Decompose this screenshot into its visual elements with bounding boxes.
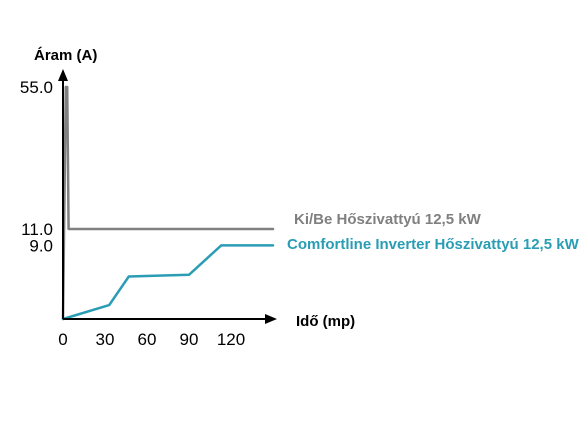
x-tick-label-30: 30 [96, 330, 115, 349]
x-tick-label-0: 0 [58, 330, 67, 349]
x-tick-label-120: 120 [217, 330, 245, 349]
series-label-2: Comfortline Inverter Hőszivattyú 12,5 kW [287, 236, 580, 253]
x-axis-arrow [265, 314, 277, 324]
y-tick-label-9.0: 9.0 [29, 236, 53, 255]
y-tick-label-11.0: 11.0 [21, 220, 53, 239]
x-tick-label-90: 90 [180, 330, 199, 349]
series-line-2 [61, 244, 275, 321]
y-axis-arrow [58, 69, 68, 81]
series-line-1 [61, 85, 275, 321]
x-axis-title: Idő (mp) [296, 313, 355, 330]
text-layer: Ki/Be Hőszivattyú 12,5 kW Comfortline Inv… [20, 47, 580, 349]
series-layer [61, 85, 275, 321]
x-tick-label-60: 60 [138, 330, 157, 349]
y-axis-title: Áram (A) [34, 47, 97, 64]
axes-layer [58, 69, 277, 324]
series-label-1: Ki/Be Hőszivattyú 12,5 kW [294, 211, 482, 228]
y-tick-label-55.0: 55.0 [20, 78, 53, 97]
